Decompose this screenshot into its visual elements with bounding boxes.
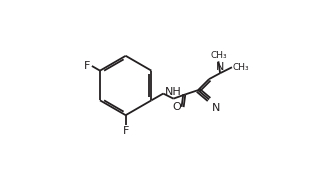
Text: F: F	[84, 61, 91, 71]
Text: CH₃: CH₃	[210, 51, 227, 60]
Text: N: N	[216, 62, 224, 72]
Text: CH₃: CH₃	[233, 63, 249, 72]
Text: N: N	[212, 103, 220, 113]
Text: NH: NH	[165, 87, 182, 97]
Text: F: F	[123, 126, 129, 136]
Text: O: O	[172, 102, 181, 112]
